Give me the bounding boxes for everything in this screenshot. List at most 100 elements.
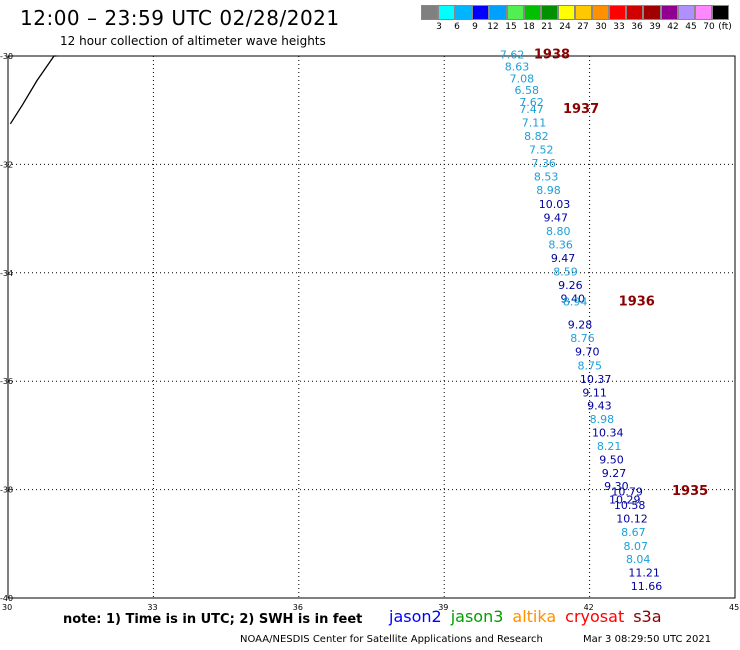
wave-height-value: 9.28 bbox=[568, 319, 593, 332]
colorbar-label: 12 bbox=[487, 22, 499, 32]
colorbar-label: 3 bbox=[436, 22, 442, 32]
wave-height-value: 8.36 bbox=[548, 238, 573, 251]
wave-height-value: 8.75 bbox=[577, 359, 602, 372]
colorbar-swatch bbox=[592, 5, 610, 20]
wave-height-value: 10.03 bbox=[539, 198, 571, 211]
wave-height-value: 9.11 bbox=[582, 386, 607, 399]
colorbar-unit: (ft) bbox=[718, 22, 732, 32]
colorbar-label: 42 bbox=[667, 22, 679, 32]
wave-height-value: 9.47 bbox=[551, 252, 576, 265]
wave-height-value: 8.63 bbox=[505, 61, 530, 74]
wave-height-value: 7.47 bbox=[519, 103, 544, 116]
longitude-tick-label: 36 bbox=[293, 603, 303, 612]
colorbar-label: 36 bbox=[631, 22, 643, 32]
wave-height-value: 8.82 bbox=[524, 130, 549, 143]
wave-height-value: 7.36 bbox=[531, 157, 556, 170]
legend-altika: altika bbox=[512, 607, 557, 626]
latitude-tick-label: -38 bbox=[0, 486, 13, 495]
colorbar-swatch bbox=[472, 5, 490, 20]
colorbar-swatch bbox=[694, 5, 712, 20]
wave-height-value: 10.37 bbox=[580, 373, 612, 386]
footer-note: note: 1) Time is in UTC; 2) SWH is in fe… bbox=[63, 612, 363, 627]
colorbar-swatch bbox=[660, 5, 678, 20]
longitude-tick-label: 39 bbox=[438, 603, 448, 612]
wave-height-value: 6.58 bbox=[514, 84, 539, 97]
legend-s3a: s3a bbox=[633, 607, 662, 626]
colorbar-swatch bbox=[506, 5, 524, 20]
pass-number-label: 1935 bbox=[672, 484, 708, 499]
colorbar-label: 6 bbox=[454, 22, 460, 32]
wave-height-value: 9.43 bbox=[587, 399, 612, 412]
wave-height-value: 8.59 bbox=[553, 266, 578, 279]
colorbar-label: 15 bbox=[505, 22, 517, 32]
colorbar-label: 39 bbox=[649, 22, 661, 32]
longitude-tick-label: 42 bbox=[584, 603, 594, 612]
generated-timestamp: Mar 3 08:29:50 UTC 2021 bbox=[583, 634, 712, 645]
wave-height-value: 7.08 bbox=[510, 73, 535, 86]
colorbar-label: 21 bbox=[541, 22, 553, 32]
colorbar-swatch bbox=[421, 5, 439, 20]
pass-number-label: 1937 bbox=[563, 102, 599, 117]
wave-height-value: 9.27 bbox=[602, 467, 627, 480]
coastline bbox=[9, 55, 57, 125]
wave-height-value: 8.80 bbox=[546, 225, 571, 238]
colorbar-swatch bbox=[626, 5, 644, 20]
colorbar-label: 30 bbox=[595, 22, 607, 32]
wave-height-value: 9.40 bbox=[561, 293, 586, 306]
colorbar-swatch bbox=[438, 5, 456, 20]
wave-height-value: 7.62 bbox=[500, 49, 524, 62]
latitude-tick-label: -34 bbox=[0, 269, 13, 278]
wave-height-value: 10.79 bbox=[611, 486, 643, 499]
colorbar-swatch bbox=[643, 5, 661, 20]
wave-height-value: 10.12 bbox=[616, 513, 648, 526]
legend-cryosat: cryosat bbox=[565, 607, 625, 626]
wave-height-value: 8.76 bbox=[570, 332, 595, 345]
wave-height-colorbar bbox=[421, 5, 729, 20]
latitude-tick-label: -30 bbox=[0, 52, 13, 61]
latitude-tick-label: -40 bbox=[0, 594, 13, 603]
credit-text: NOAA/NESDIS Center for Satellite Applica… bbox=[240, 634, 543, 645]
page-title: 12:00 – 23:59 UTC 02/28/2021 bbox=[20, 6, 340, 30]
page-subtitle: 12 hour collection of altimeter wave hei… bbox=[60, 34, 326, 48]
colorbar-label: 27 bbox=[577, 22, 589, 32]
colorbar-swatch bbox=[677, 5, 695, 20]
wave-height-value: 8.98 bbox=[536, 184, 561, 197]
longitude-tick-label: 30 bbox=[2, 603, 12, 612]
colorbar-label: 33 bbox=[613, 22, 625, 32]
wave-height-value: 8.53 bbox=[534, 171, 559, 184]
colorbar-labels: 3 6 9 12 15 18 21 24 27 30 33 36 39 42 45 70 (ft) bbox=[421, 22, 736, 34]
colorbar-label: 18 bbox=[523, 22, 535, 32]
colorbar-swatch bbox=[711, 5, 729, 20]
wave-height-value: 9.26 bbox=[558, 279, 583, 292]
wave-height-value: 9.30 bbox=[604, 480, 629, 493]
wave-height-value: 8.21 bbox=[597, 440, 622, 453]
colorbar-swatch bbox=[455, 5, 473, 20]
wave-height-value: 8.04 bbox=[626, 553, 651, 566]
legend-jason2: jason2 bbox=[389, 607, 442, 626]
latitude-tick-label: -32 bbox=[0, 160, 13, 169]
pass-number-label: 1936 bbox=[619, 294, 655, 309]
colorbar-swatch bbox=[523, 5, 541, 20]
wave-height-value: 10.34 bbox=[592, 426, 624, 439]
wave-height-value: 8.98 bbox=[590, 413, 615, 426]
colorbar-label: 9 bbox=[472, 22, 478, 32]
longitude-tick-label: 33 bbox=[147, 603, 157, 612]
satellite-legend: jason2 jason3 altika cryosat s3a bbox=[389, 607, 671, 626]
wave-height-value: 7.52 bbox=[529, 144, 554, 157]
latitude-tick-label: -36 bbox=[0, 377, 13, 386]
pass-number-label: 1938 bbox=[534, 48, 570, 63]
colorbar-swatch bbox=[557, 5, 575, 20]
map-frame bbox=[7, 55, 736, 599]
wave-height-value: 8.67 bbox=[621, 526, 646, 539]
legend-jason3: jason3 bbox=[450, 607, 504, 626]
wave-height-value: 7.62 bbox=[519, 96, 544, 109]
colorbar-label: 45 bbox=[685, 22, 697, 32]
colorbar-swatch bbox=[540, 5, 558, 20]
colorbar-swatch bbox=[489, 5, 507, 20]
colorbar-swatch bbox=[609, 5, 627, 20]
wave-height-value: 8.94 bbox=[563, 295, 588, 308]
wave-height-value: 10.58 bbox=[614, 499, 646, 512]
wave-height-value: 11.21 bbox=[628, 566, 660, 579]
longitude-tick-label: 45 bbox=[729, 603, 739, 612]
